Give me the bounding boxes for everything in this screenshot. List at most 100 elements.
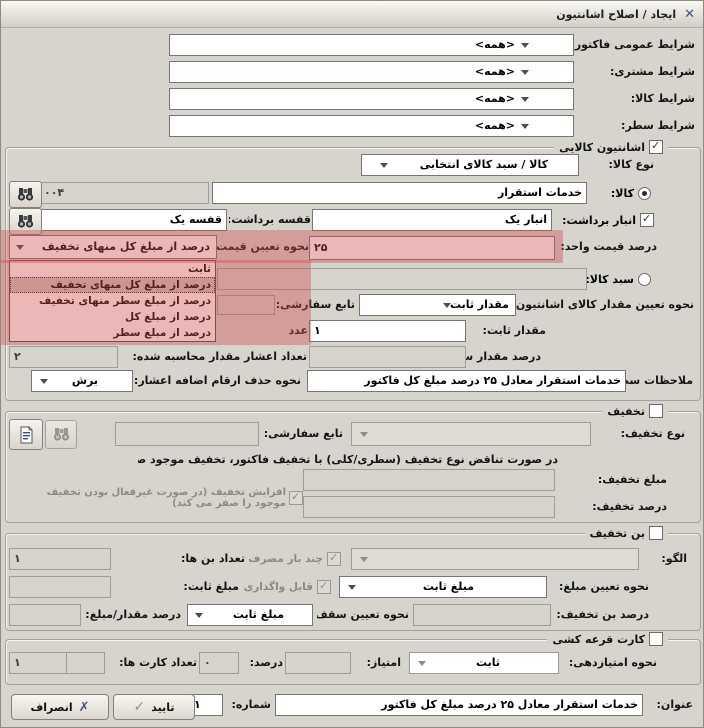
chevron-down-icon xyxy=(360,557,368,562)
gift-item-legend-label: اشانتیون کالایی xyxy=(559,140,645,154)
voucher-multi-use-row: چند بار مصرف xyxy=(248,548,341,570)
voucher-transferable-label: قابل واگذاری xyxy=(243,581,313,593)
title-field[interactable]: خدمات استقرار معادل ۲۵ درصد مبلغ کل فاکت… xyxy=(275,694,643,716)
document-icon xyxy=(20,425,33,443)
voucher-pct-amount-field xyxy=(9,604,81,626)
gift-item-group: اشانتیون کالایی xyxy=(5,139,701,401)
unit-label: عدد xyxy=(288,324,308,337)
voucher-checkbox[interactable] xyxy=(649,526,663,540)
voucher-percent-field xyxy=(413,604,551,626)
item-type-label: نوع کالا: xyxy=(608,158,655,171)
discount-list-button[interactable] xyxy=(9,419,43,450)
item-code-field[interactable]: ۰۰۴ xyxy=(39,182,209,204)
lottery-scoring-label: نحوه امتیازدهی: xyxy=(568,656,657,669)
lottery-percent-field: ۰ xyxy=(199,652,239,674)
voucher-transferable-row: قابل واگذاری xyxy=(244,576,331,598)
selected-value: کالا / سبد کالای انتخابی xyxy=(419,158,548,171)
discount-checkbox[interactable] xyxy=(649,404,663,418)
basket-field xyxy=(217,268,587,290)
lottery-group: کارت قرعه کشی xyxy=(5,631,701,685)
discount-percent-label: درصد تخفیف: xyxy=(593,500,667,513)
row-note-label: ملاحظات سطر: xyxy=(625,374,693,387)
item-radio[interactable] xyxy=(638,186,651,200)
custom-function-field xyxy=(217,295,275,315)
selected-value: برش xyxy=(71,374,98,387)
row-note-field[interactable]: خدمات استقرار معادل ۲۵ درصد مبلغ کل فاکت… xyxy=(307,370,626,392)
lottery-checkbox[interactable] xyxy=(649,632,663,646)
number-label: شماره: xyxy=(231,698,271,711)
customer-conditions-select[interactable]: <همه> xyxy=(169,61,574,83)
basket-radio[interactable] xyxy=(638,272,651,286)
item-conditions-select[interactable]: <همه> xyxy=(169,88,574,110)
lottery-legend: کارت قرعه کشی xyxy=(547,631,668,647)
voucher-group: بن تخفیف xyxy=(5,525,701,631)
qty-method-select[interactable]: مقدار ثابت xyxy=(359,294,516,316)
selected-value: مبلغ ثابت xyxy=(232,608,284,621)
shelf-label: قفسه برداشت: xyxy=(229,213,311,226)
voucher-amount-method-select[interactable]: مبلغ ثابت xyxy=(339,576,547,598)
chevron-down-icon xyxy=(521,43,529,48)
selected-value: <همه> xyxy=(474,119,515,132)
discount-search-button xyxy=(45,420,77,449)
cancel-button[interactable]: ✗ انصراف xyxy=(11,694,109,720)
warehouse-search-button[interactable] xyxy=(9,208,42,235)
dropdown-option[interactable]: درصد از مبلغ سطر xyxy=(113,327,211,339)
unit-price-percent-field[interactable]: ۲۵ xyxy=(309,236,555,260)
chevron-down-icon xyxy=(360,432,368,437)
chevron-down-icon xyxy=(521,124,529,129)
page-title: ایجاد / اصلاح اشانتیون xyxy=(556,7,677,21)
title-bar: ✕ ایجاد / اصلاح اشانتیون xyxy=(1,1,703,28)
gift-item-checkbox[interactable] xyxy=(649,139,663,154)
item-type-select[interactable]: کالا / سبد کالای انتخابی xyxy=(361,154,579,176)
decimals-label: تعداد اعشار مقدار محاسبه شده: xyxy=(132,350,307,363)
discount-custom-function-label: تابع سفارشی: xyxy=(263,427,343,440)
cancel-button-label: انصراف xyxy=(30,700,73,714)
warehouse-checkbox[interactable] xyxy=(640,212,654,227)
voucher-amount-method-label: نحوه تعیین مبلغ: xyxy=(558,580,649,593)
item-name-field[interactable]: خدمات استقرار xyxy=(212,182,587,204)
rounding-select[interactable]: برش xyxy=(31,370,133,392)
chevron-down-icon xyxy=(40,379,48,384)
chevron-down-icon xyxy=(443,303,451,308)
shelf-field[interactable]: قفسه یک xyxy=(39,209,227,231)
selected-value: مقدار ثابت xyxy=(449,298,509,311)
customer-conditions-label: شرایط مشتری: xyxy=(610,65,695,78)
close-icon[interactable]: ✕ xyxy=(684,6,695,22)
lottery-points-field xyxy=(285,652,351,674)
item-search-button[interactable] xyxy=(9,181,42,208)
binoculars-icon xyxy=(53,428,69,441)
confirm-button[interactable]: تایید ✓ xyxy=(113,694,195,720)
discount-conflict-note: در صورت تناقض نوع تخفیف (سطری/کلی) با تخ… xyxy=(138,453,558,466)
invoice-general-conditions-select[interactable]: <همه> xyxy=(169,34,574,56)
voucher-fixed-amount-field xyxy=(9,576,111,598)
discount-legend: تخفیف xyxy=(602,403,668,419)
dropdown-option[interactable]: درصد از مبلغ کل xyxy=(125,311,211,323)
fixed-qty-field[interactable]: ۱ xyxy=(309,320,466,342)
price-method-select[interactable]: درصد از مبلغ کل منهای تخفیف xyxy=(9,235,217,259)
voucher-cap-method-select[interactable]: مبلغ ثابت xyxy=(187,604,313,626)
unit-price-percent-label: درصد قیمت واحد: xyxy=(560,240,657,253)
chevron-down-icon xyxy=(418,661,426,666)
chevron-down-icon xyxy=(521,97,529,102)
basket-label: سبد کالا: xyxy=(585,272,634,286)
voucher-transferable-checkbox xyxy=(317,579,331,594)
lottery-points-label: امتیاز: xyxy=(366,656,401,669)
row-conditions-select[interactable]: <همه> xyxy=(169,115,574,137)
discount-percent-field xyxy=(303,496,555,518)
discount-increase-row: افزایش تخفیف (در صورت غیرفعال بودن تخفیف… xyxy=(17,487,303,509)
dropdown-option-selected[interactable]: درصد از مبلغ کل منهای تخفیف xyxy=(10,277,215,293)
qty-method-label: نحوه تعیین مقدار کالای اشانتیون: xyxy=(514,298,694,311)
warehouse-row-label: انبار برداشت: xyxy=(562,209,654,231)
discount-type-select xyxy=(351,422,591,446)
custom-function-label: تابع سفارشی: xyxy=(277,298,355,311)
dropdown-option[interactable]: درصد از مبلغ سطر منهای تخفیف xyxy=(38,295,211,307)
item-conditions-label: شرایط کالا: xyxy=(630,92,695,105)
voucher-count-field: ۱ xyxy=(9,548,111,570)
dropdown-option[interactable]: ثابت xyxy=(188,263,211,275)
binoculars-icon xyxy=(17,215,34,228)
chevron-down-icon xyxy=(195,613,203,618)
lottery-cards-field xyxy=(63,652,105,674)
warehouse-field[interactable]: انبار یک xyxy=(312,209,552,231)
selected-value: <همه> xyxy=(474,65,515,78)
